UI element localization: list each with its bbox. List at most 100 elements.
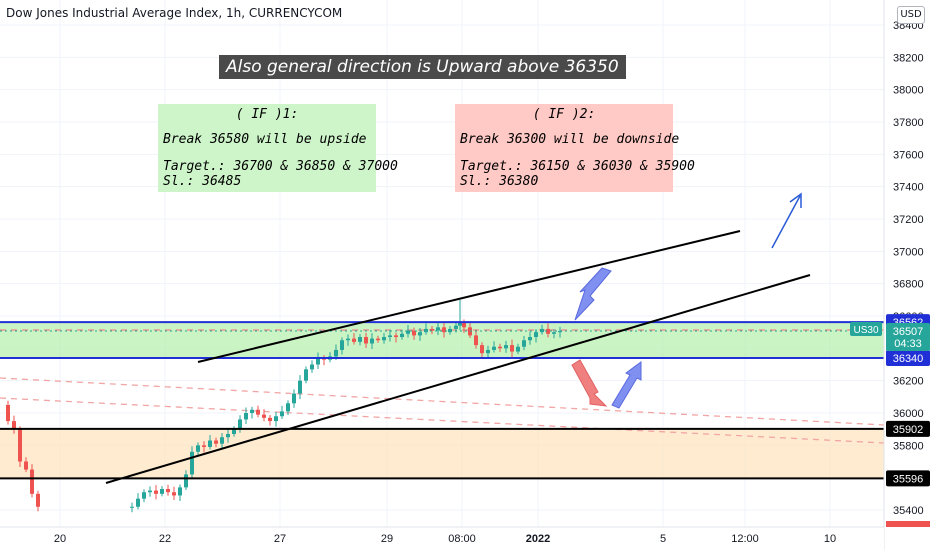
scenario-1-line3: Sl.: 36485 (163, 174, 242, 189)
currency-button[interactable]: USD (897, 6, 925, 24)
candle-body (382, 337, 386, 341)
price-tick-label: 36800 (893, 279, 924, 291)
upside-arrow-icon (574, 267, 612, 321)
candle-body (286, 403, 290, 412)
badge-countdown: 04:33 (894, 338, 922, 350)
target-arrow-head-icon (789, 192, 802, 208)
badge-current: 36507 (893, 326, 924, 338)
candle-body (522, 340, 526, 347)
candle-body (256, 409, 260, 415)
candle-body (516, 346, 520, 352)
time-tick-label: 27 (274, 533, 286, 545)
candle-body (486, 349, 490, 354)
candle-body (12, 421, 16, 430)
scenario-2-note: ( IF )2: Break 36300 will be downside Ta… (455, 104, 695, 192)
candle-body (352, 338, 356, 342)
candle-body (454, 325, 458, 329)
candle-body (202, 445, 206, 447)
candle-body (388, 335, 392, 338)
lower-channel-line (105, 274, 811, 484)
badge-current-bg (886, 323, 930, 352)
candle-body (528, 337, 532, 341)
target-arrow-line (771, 195, 801, 249)
time-tick-label: 12:00 (731, 533, 759, 545)
price-tick-label: 38200 (893, 52, 924, 64)
price-tick-label: 37800 (893, 117, 924, 129)
candle-body (172, 492, 176, 496)
symbol-label: US30 (853, 325, 878, 336)
price-tick-label: 38000 (893, 85, 924, 97)
candle-body (340, 340, 344, 350)
dashed-line (0, 377, 885, 426)
candle-body (400, 333, 404, 338)
badge-support2: 35596 (893, 473, 924, 485)
candle-body (232, 429, 236, 435)
candle-body (142, 492, 146, 499)
candle-body (504, 345, 508, 349)
time-tick-label: 20 (54, 533, 66, 545)
candle-body (394, 335, 398, 338)
candles (6, 299, 562, 513)
candle-body (376, 338, 380, 341)
scenario-2-line3: Sl.: 36380 (460, 174, 539, 189)
candle-body (418, 332, 422, 336)
symbol-label-bg (850, 322, 882, 337)
price-tick-label: 36200 (893, 376, 924, 388)
price-tick-label: 37200 (893, 214, 924, 226)
trendlines[interactable] (105, 230, 811, 484)
candle-body (6, 404, 10, 422)
candle-body (178, 487, 182, 496)
scenario-1-line1: Break 36580 will be upside (163, 132, 367, 147)
candle-body (166, 488, 170, 493)
candle-body (24, 461, 28, 470)
candle-body (534, 332, 538, 338)
scenario-1-heading: ( IF )1: (235, 107, 299, 122)
candle-body (462, 322, 466, 328)
candle-body (558, 331, 562, 333)
downside-arrow-icon (571, 359, 608, 407)
candle-body (30, 469, 34, 494)
price-tick-label: 35400 (893, 505, 924, 517)
candle-body (358, 337, 362, 342)
candle-body (406, 330, 410, 334)
candle-body (298, 380, 302, 394)
candle-body (136, 498, 140, 507)
candle-body (474, 335, 478, 346)
scenario-2-line2: Target.: 36150 & 36030 & 35900 (460, 159, 695, 174)
time-tick-label: 29 (381, 533, 393, 545)
candle-body (250, 409, 254, 413)
candle-body (214, 440, 218, 444)
candle-body (184, 474, 188, 488)
candle-body (430, 328, 434, 331)
badge-support1: 35902 (893, 424, 924, 436)
price-tick-label: 35800 (893, 440, 924, 452)
candle-body (436, 327, 440, 331)
candle-body (190, 451, 194, 475)
badge-support1-bg (886, 420, 930, 437)
candle-body (160, 488, 164, 494)
price-axis-bg (884, 0, 932, 550)
candle-body (334, 349, 338, 357)
candle-body (154, 490, 158, 494)
candle-body (208, 440, 212, 447)
candle-body (304, 369, 308, 381)
candle-body (262, 414, 266, 418)
candle-body (316, 358, 320, 365)
time-tick-label: 08:00 (448, 533, 476, 545)
price-tick-label: 37600 (893, 149, 924, 161)
candle-body (510, 345, 514, 352)
badge-lower-bg (886, 350, 930, 367)
time-tick-label: 22 (159, 533, 171, 545)
horizontal-levels[interactable] (0, 321, 884, 480)
candle-body (196, 445, 200, 452)
candle-body (442, 327, 446, 333)
candle-body (220, 437, 224, 444)
candle-body (226, 434, 230, 438)
scenario-1-line2: Target.: 36700 & 36850 & 37000 (163, 159, 398, 174)
candle-body (274, 416, 278, 422)
candle-body (370, 338, 374, 344)
time-tick-label: 2022 (526, 533, 550, 545)
